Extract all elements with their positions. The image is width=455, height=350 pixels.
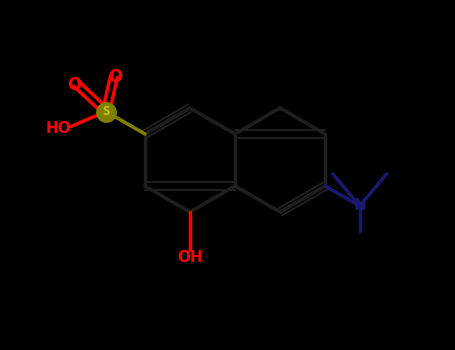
Text: O: O <box>67 76 81 93</box>
Text: O: O <box>108 68 122 85</box>
Text: HO: HO <box>46 121 72 136</box>
Text: S: S <box>102 105 110 118</box>
Text: OH: OH <box>177 251 203 266</box>
Text: N: N <box>354 198 366 214</box>
